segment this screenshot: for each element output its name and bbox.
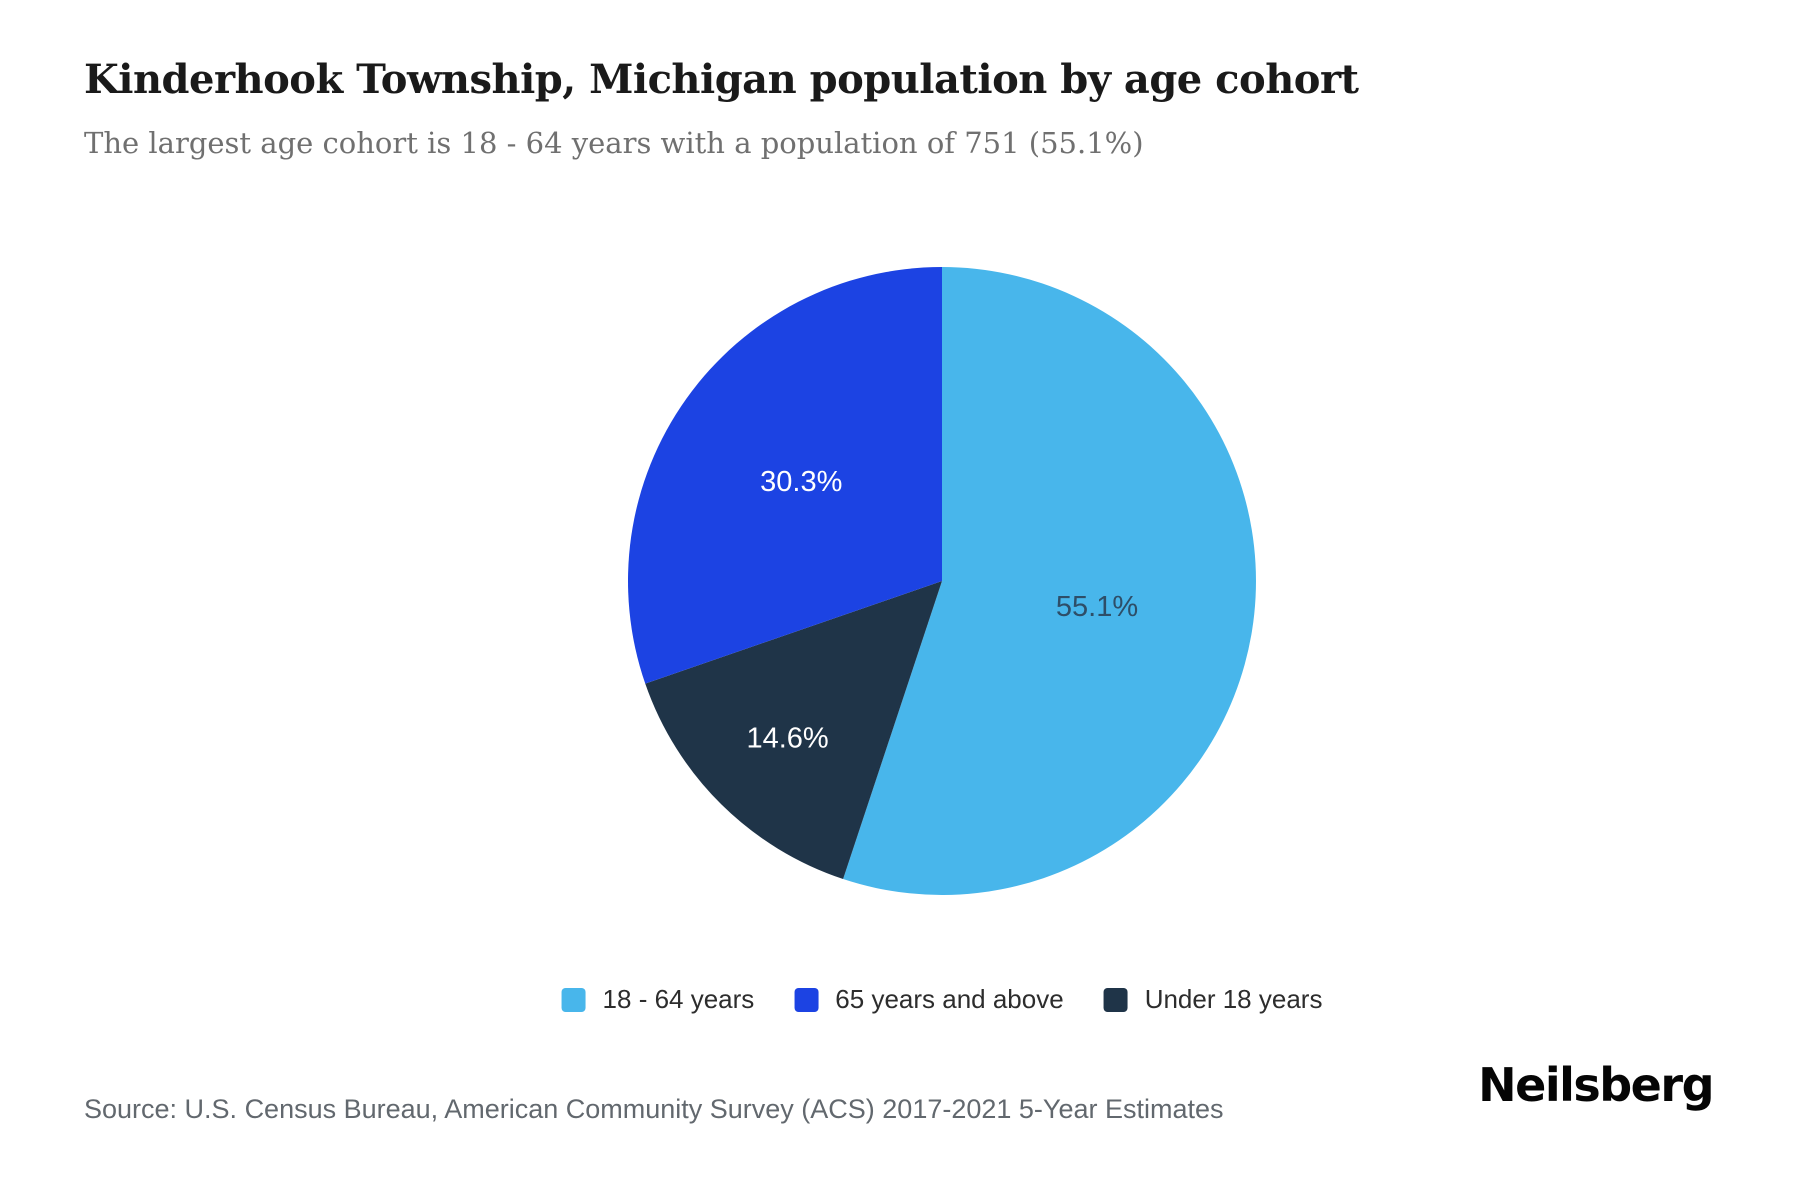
pie-slice-18-64-years[interactable] [843, 267, 1256, 896]
neilsberg-logo: Neilsberg [1478, 1058, 1714, 1112]
chart-subtitle: The largest age cohort is 18 - 64 years … [84, 126, 1144, 160]
pie-slice-label-under-18-years: 14.6% [746, 722, 828, 754]
legend-swatch-icon [1103, 987, 1128, 1012]
pie-slice-label-18-64-years: 55.1% [1056, 591, 1138, 623]
chart-title: Kinderhook Township, Michigan population… [84, 56, 1359, 103]
legend: 18 - 64 years 65 years and above Under 18 … [561, 984, 1323, 1015]
pie-slice-under-18-years[interactable] [645, 581, 942, 880]
legend-item-18-64-years[interactable]: 18 - 64 years [561, 984, 755, 1015]
legend-item-under-18-years[interactable]: Under 18 years [1103, 984, 1323, 1015]
source-attribution: Source: U.S. Census Bureau, American Com… [84, 1094, 1224, 1124]
legend-item-65-years-and-above[interactable]: 65 years and above [794, 984, 1064, 1015]
pie-slice-65-years-and-above[interactable] [628, 267, 942, 684]
pie-slice-label-65-years-and-above: 30.3% [760, 466, 842, 498]
legend-swatch-icon [794, 987, 819, 1012]
legend-item-label: 18 - 64 years [602, 984, 755, 1014]
legend-item-label: 65 years and above [835, 984, 1064, 1014]
legend-item-label: Under 18 years [1144, 984, 1323, 1014]
legend-swatch-icon [561, 987, 586, 1012]
